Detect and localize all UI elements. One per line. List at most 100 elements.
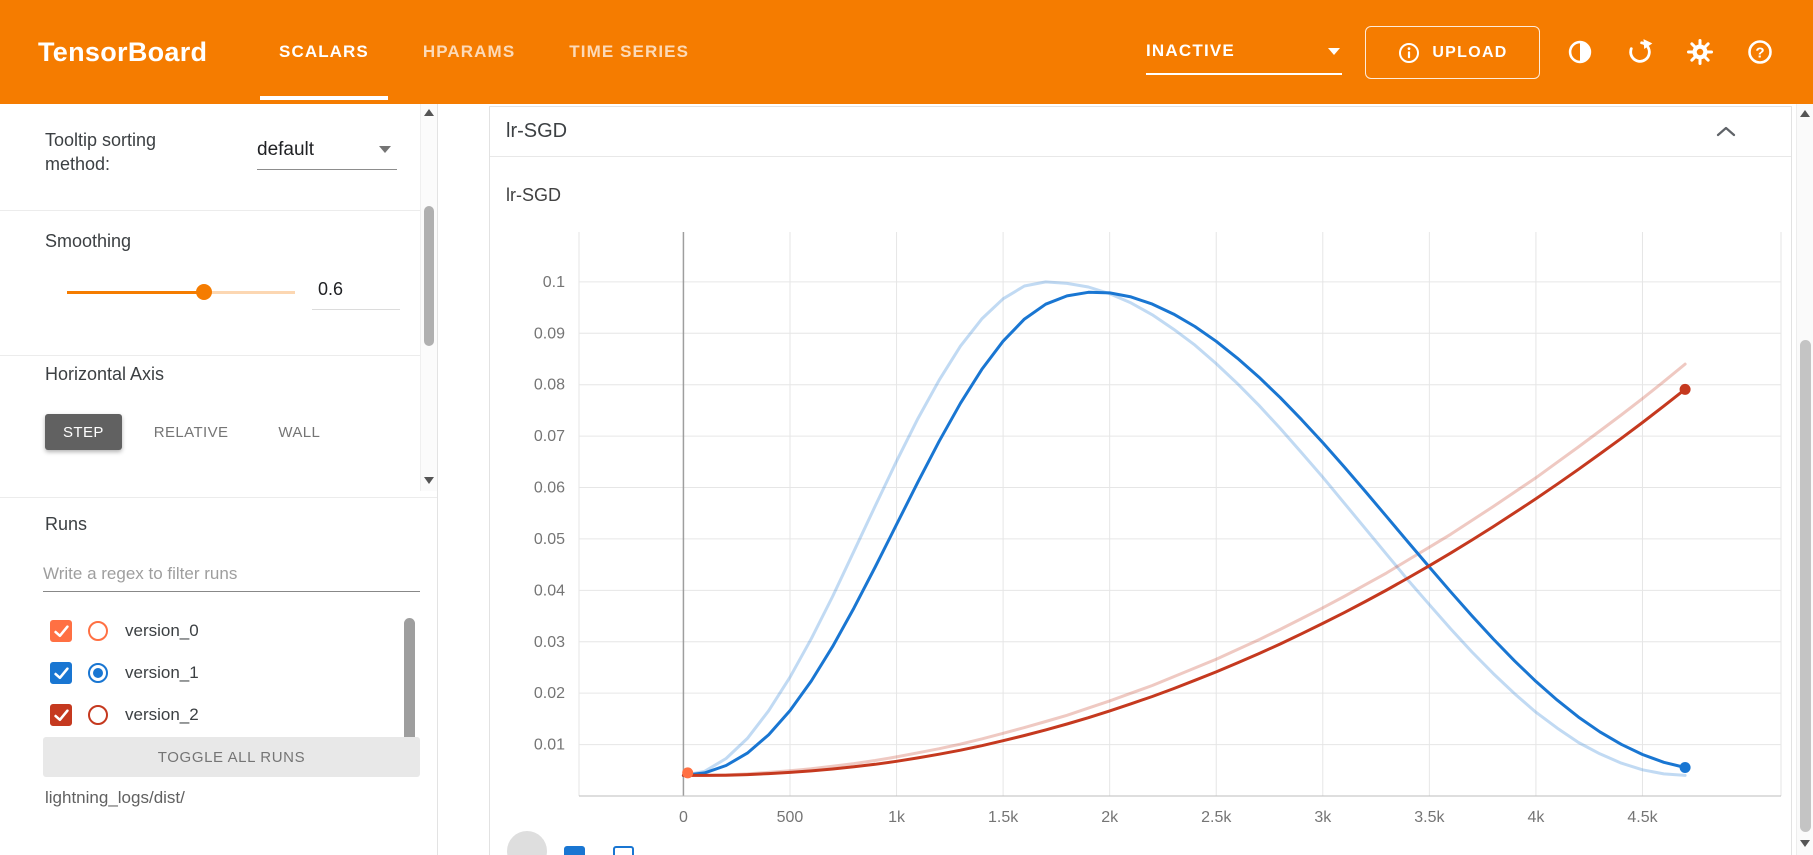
scrollbar-thumb[interactable] xyxy=(404,618,415,742)
svg-text:?: ? xyxy=(1755,44,1764,61)
svg-text:0.09: 0.09 xyxy=(534,325,565,342)
tab-scalars[interactable]: SCALARS xyxy=(252,0,396,104)
svg-text:3k: 3k xyxy=(1314,809,1332,826)
brightness-icon xyxy=(1568,40,1592,64)
svg-text:0.02: 0.02 xyxy=(534,685,565,702)
svg-text:0.08: 0.08 xyxy=(534,377,565,394)
radio-dot xyxy=(93,668,103,678)
svg-text:0.05: 0.05 xyxy=(534,531,565,548)
refresh-icon xyxy=(1629,39,1653,63)
svg-text:0.01: 0.01 xyxy=(534,737,565,754)
scroll-down-icon[interactable] xyxy=(424,477,434,484)
slider-fill xyxy=(67,291,204,294)
settings-sidebar: Tooltip sorting method: default Smoothin… xyxy=(0,104,438,855)
info-circle-icon xyxy=(1399,42,1420,63)
axis-relative-button[interactable]: RELATIVE xyxy=(136,414,247,450)
run-label: version_2 xyxy=(125,705,199,724)
chevron-down-icon xyxy=(1328,47,1340,55)
svg-text:2.5k: 2.5k xyxy=(1201,809,1232,826)
run-checkbox[interactable] xyxy=(50,620,72,642)
smoothing-value-input[interactable]: 0.6 xyxy=(312,270,400,310)
lr-sgd-line-chart[interactable]: 0.01 0.02 0.03 0.04 0.05 0.06 0.07 0.08 0.09 0.1 0… xyxy=(501,216,1793,836)
tooltip-sorting-dropdown[interactable]: default xyxy=(257,130,397,170)
run-checkbox[interactable] xyxy=(50,704,72,726)
runs-list-scrollbar[interactable] xyxy=(404,616,416,746)
run-radio[interactable] xyxy=(88,663,108,683)
checkmark-icon xyxy=(53,624,69,637)
scrollbar-thumb[interactable] xyxy=(424,206,434,346)
run-row-version_1: version_1 xyxy=(0,652,400,694)
svg-text:3.5k: 3.5k xyxy=(1414,809,1445,826)
tooltip-sorting-value: default xyxy=(257,138,315,160)
run-label: version_0 xyxy=(125,621,199,640)
svg-text:1k: 1k xyxy=(888,809,906,826)
toggle-all-runs-button[interactable]: TOGGLE ALL RUNS xyxy=(43,737,420,777)
log-directory-label: lightning_logs/dist/ xyxy=(45,788,185,807)
run-radio[interactable] xyxy=(88,705,108,725)
divider xyxy=(0,355,437,356)
svg-text:0.04: 0.04 xyxy=(534,582,565,599)
svg-text:4.5k: 4.5k xyxy=(1627,809,1658,826)
app-title: TensorBoard xyxy=(38,36,208,67)
scroll-up-icon[interactable] xyxy=(1800,110,1810,117)
svg-text:4k: 4k xyxy=(1527,809,1545,826)
chevron-down-icon xyxy=(379,146,391,153)
card-header: lr-SGD xyxy=(490,107,1791,157)
svg-text:1.5k: 1.5k xyxy=(988,809,1019,826)
svg-text:0.07: 0.07 xyxy=(534,428,565,445)
scroll-up-icon[interactable] xyxy=(424,109,434,116)
run-row-version_2: version_2 xyxy=(0,694,400,736)
runs-filter-input[interactable] xyxy=(43,556,420,592)
checkmark-icon xyxy=(53,708,69,721)
chevron-up-icon xyxy=(1716,126,1736,137)
checkmark-icon xyxy=(53,666,69,679)
svg-text:2k: 2k xyxy=(1101,809,1119,826)
axis-step-button[interactable]: STEP xyxy=(45,414,122,450)
chart-title: lr-SGD xyxy=(506,185,561,205)
smoothing-value: 0.6 xyxy=(318,279,344,299)
axis-options: STEP RELATIVE WALL xyxy=(45,414,338,450)
horizontal-axis-label: Horizontal Axis xyxy=(45,364,165,384)
help-icon: ? xyxy=(1748,40,1772,64)
runs-list: version_0 version_1 version_2 xyxy=(0,610,400,736)
nav-tabs: SCALARS HPARAMS TIME SERIES xyxy=(252,0,716,104)
page-scrollbar[interactable] xyxy=(1796,104,1813,855)
sidebar-scrollbar[interactable] xyxy=(420,104,437,491)
collapse-card-button[interactable] xyxy=(1709,115,1743,149)
refresh-button[interactable] xyxy=(1618,30,1662,74)
smoothing-slider[interactable] xyxy=(67,284,295,300)
top-app-bar: TensorBoard SCALARS HPARAMS TIME SERIES IN… xyxy=(0,0,1813,104)
run-label: version_1 xyxy=(125,663,199,682)
scroll-down-icon[interactable] xyxy=(1800,840,1810,847)
svg-text:0.06: 0.06 xyxy=(534,480,565,497)
gear-icon xyxy=(1687,39,1713,65)
expand-card-icon[interactable] xyxy=(564,846,585,855)
run-radio[interactable] xyxy=(88,621,108,641)
divider xyxy=(0,210,437,211)
run-checkbox[interactable] xyxy=(50,662,72,684)
runs-label: Runs xyxy=(45,514,88,534)
scrollbar-thumb[interactable] xyxy=(1800,340,1811,832)
axis-wall-button[interactable]: WALL xyxy=(260,414,338,450)
fit-data-icon[interactable] xyxy=(613,846,634,855)
tooltip-sorting-label: Tooltip sorting method: xyxy=(45,130,157,175)
help-button[interactable]: ? xyxy=(1738,30,1782,74)
status-dropdown-value: INACTIVE xyxy=(1146,41,1235,60)
scalar-card: lr-SGD lr-SGD 0.01 0.02 0.03 0.04 0.05 0.06 0.… xyxy=(489,106,1792,855)
status-dropdown[interactable]: INACTIVE xyxy=(1146,29,1342,75)
slider-thumb[interactable] xyxy=(195,284,212,300)
svg-text:500: 500 xyxy=(777,809,804,826)
settings-button[interactable] xyxy=(1678,30,1722,74)
tab-time-series[interactable]: TIME SERIES xyxy=(569,42,690,61)
tab-hparams[interactable]: HPARAMS xyxy=(422,42,516,61)
svg-text:0.03: 0.03 xyxy=(534,634,565,651)
svg-text:0: 0 xyxy=(679,809,688,826)
card-title: lr-SGD xyxy=(506,120,568,142)
svg-text:0.1: 0.1 xyxy=(543,274,565,291)
upload-label: UPLOAD xyxy=(1432,43,1508,61)
theme-toggle-button[interactable] xyxy=(1558,30,1602,74)
upload-button[interactable]: UPLOAD xyxy=(1365,26,1540,79)
run-row-version_0: version_0 xyxy=(0,610,400,652)
divider xyxy=(0,497,437,498)
